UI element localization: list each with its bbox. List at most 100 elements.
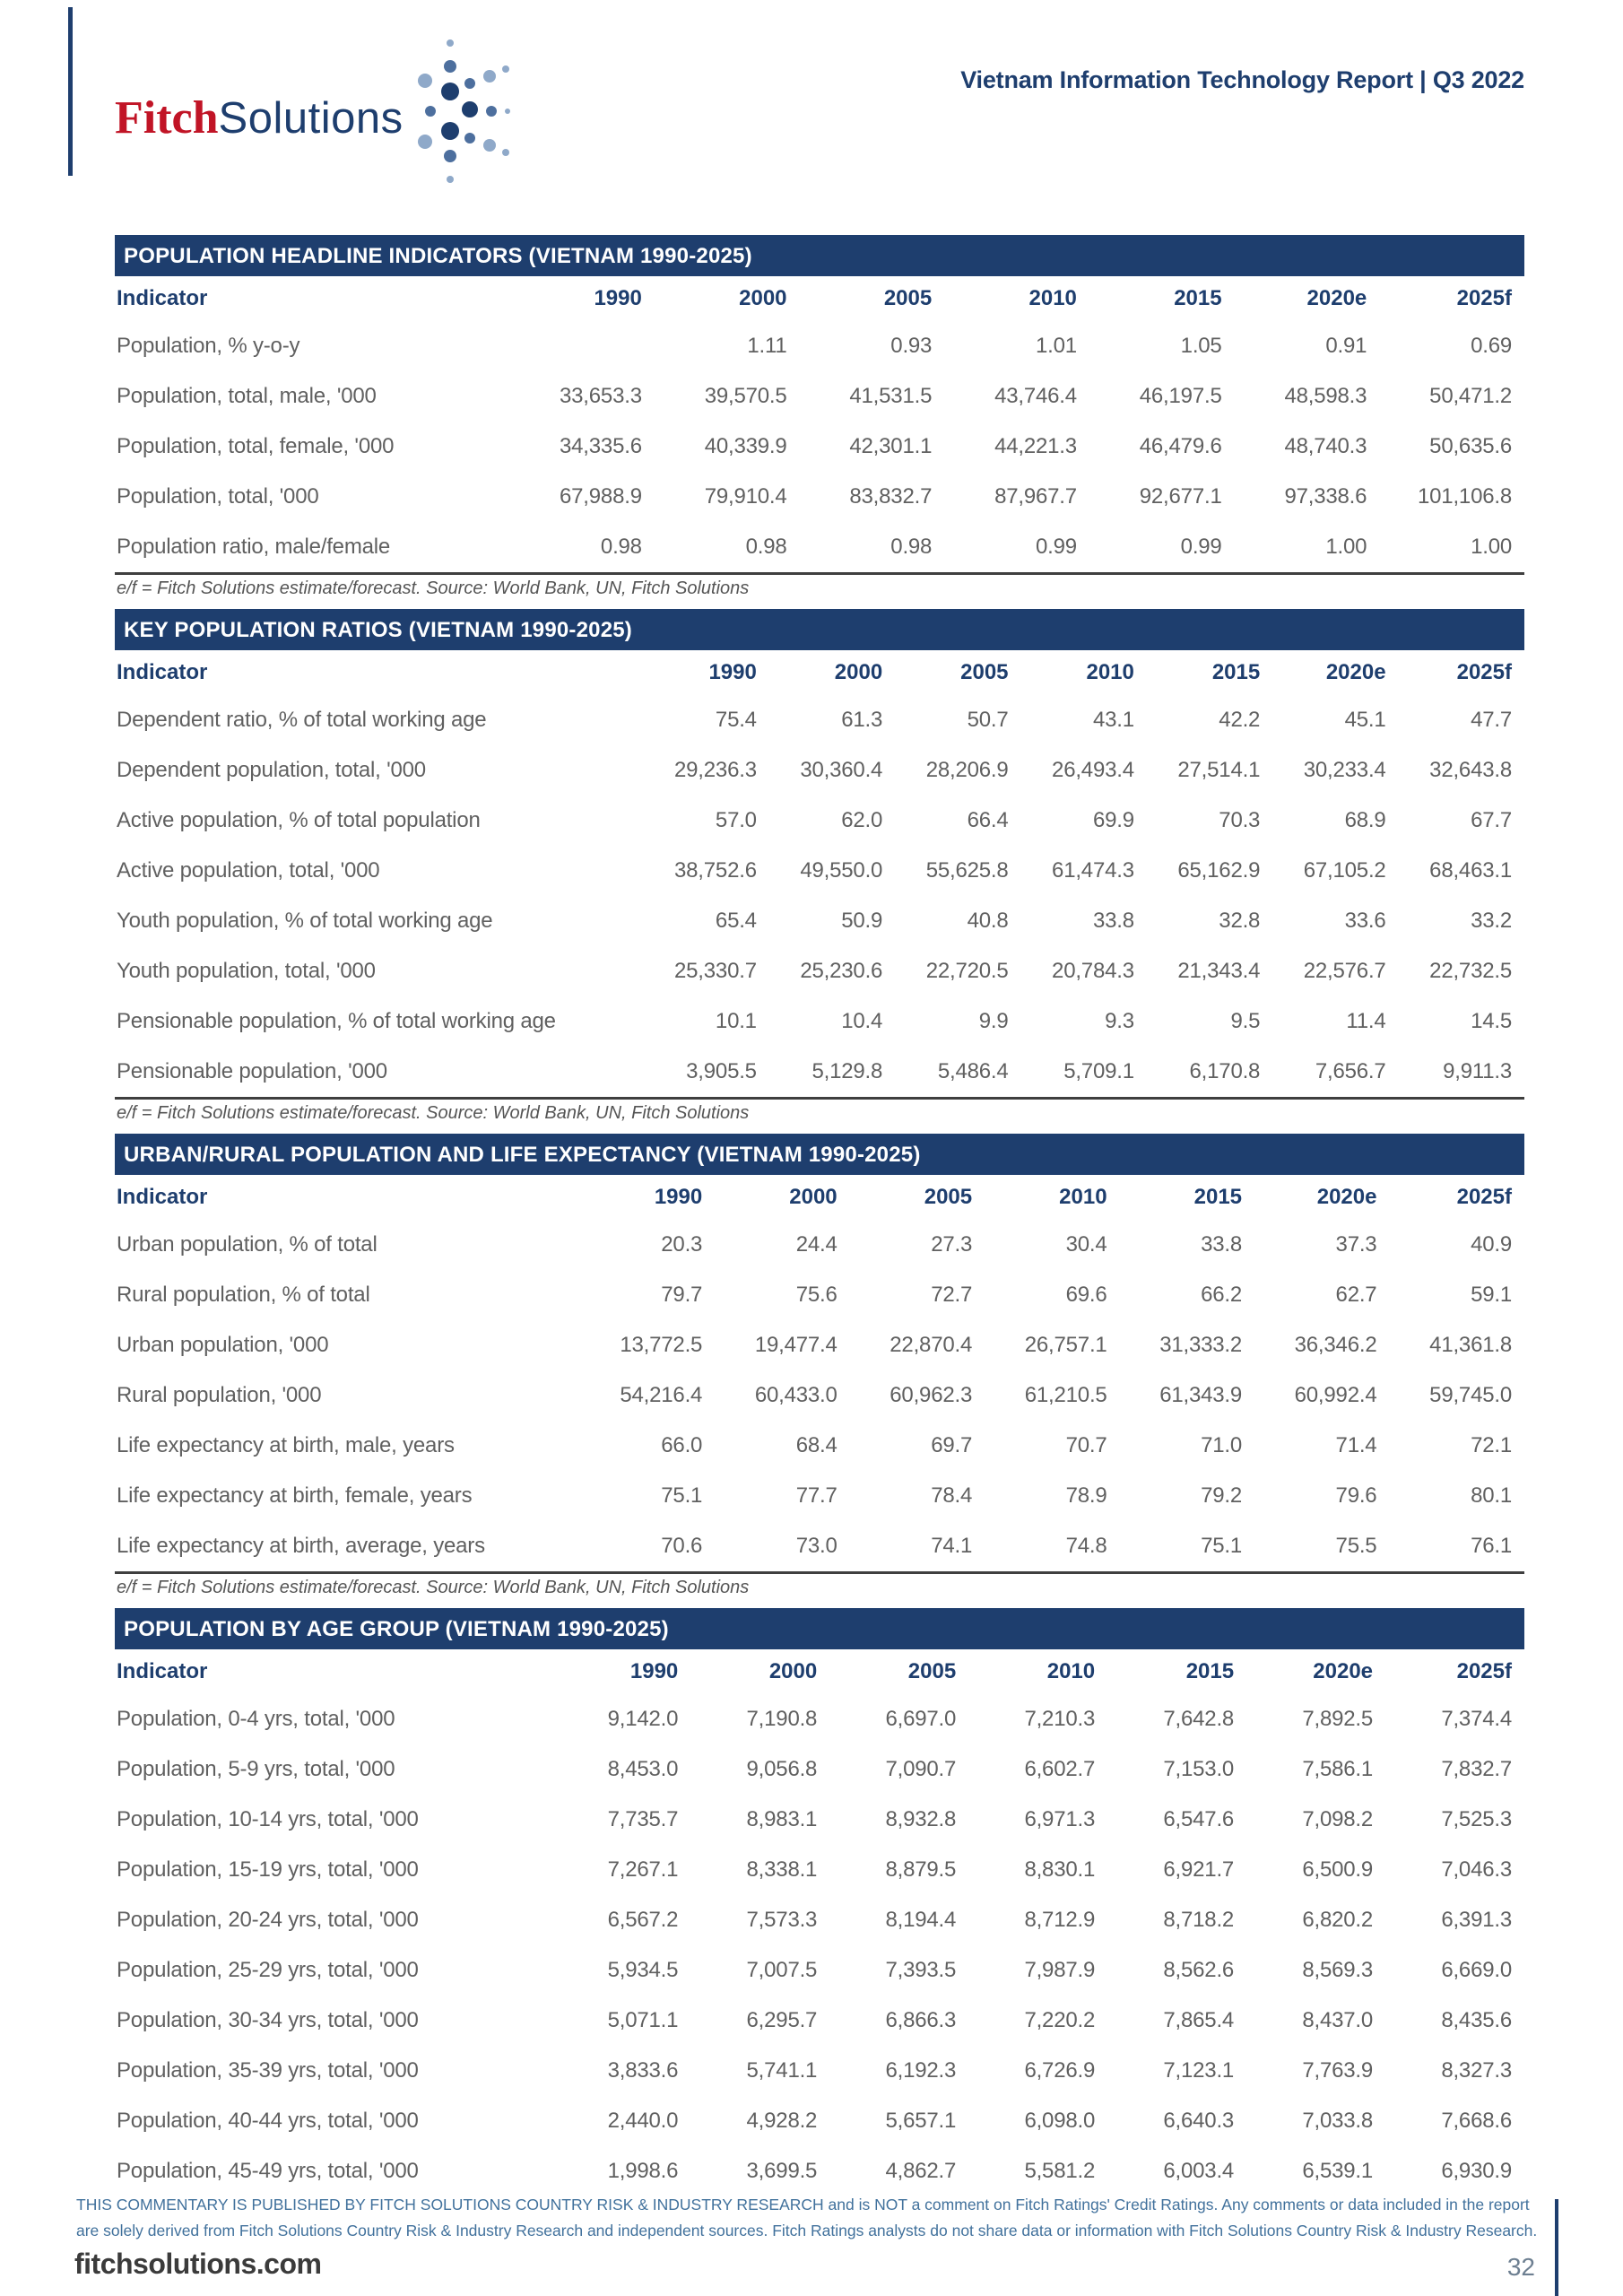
cell-value: 71.0 <box>1201 1433 1243 1457</box>
cell-value: 30,360.4 <box>800 758 883 782</box>
cell-value: 0.91 <box>1325 334 1367 358</box>
cell-value: 34,335.6 <box>560 434 642 458</box>
cell-value: 20,784.3 <box>1052 959 1134 983</box>
cell-value: 101,106.8 <box>1418 484 1512 509</box>
table-row: Active population, total, '000 38,752.6 49… <box>115 846 1524 896</box>
table-row: Population, 40-44 yrs, total, '000 2,440.… <box>115 2096 1524 2146</box>
year-column-header: 2000 <box>834 660 883 684</box>
cell-value: 8,437.0 <box>1302 2008 1374 2032</box>
cell-value: 61,210.5 <box>1024 1383 1107 1407</box>
cell-value: 6,669.0 <box>1441 1958 1512 1982</box>
fitch-solutions-logo: Fitch Solutions <box>115 39 516 192</box>
cell-value: 29,236.3 <box>674 758 757 782</box>
cell-value: 6,726.9 <box>1024 2058 1096 2083</box>
cell-value: 9,911.3 <box>1443 1059 1512 1083</box>
cell-value: 59,745.0 <box>1429 1383 1512 1407</box>
cell-value: 6,971.3 <box>1024 1807 1096 1831</box>
cell-value: 1.00 <box>1471 535 1512 559</box>
year-column-header: 2000 <box>789 1185 838 1209</box>
row-label: Urban population, % of total <box>117 1232 378 1257</box>
cell-value: 50.9 <box>841 909 883 933</box>
cell-value: 7,735.7 <box>607 1807 679 1831</box>
year-column-header: 2010 <box>1046 1659 1096 1683</box>
table-row: Dependent population, total, '000 29,236.… <box>115 745 1524 796</box>
cell-value: 32.8 <box>1219 909 1261 933</box>
cell-value: 22,720.5 <box>925 959 1009 983</box>
logo-starburst-icon <box>417 39 510 183</box>
cell-value: 0.93 <box>890 334 933 358</box>
year-column-header: 2005 <box>924 1185 973 1209</box>
year-column-header: 2000 <box>739 286 787 310</box>
cell-value: 25,330.7 <box>674 959 757 983</box>
table-row: Rural population, '000 54,216.4 60,433.0 60… <box>115 1370 1524 1421</box>
cell-value: 68.9 <box>1344 808 1386 832</box>
cell-value: 7,642.8 <box>1163 1707 1235 1731</box>
column-header-row: Indicator 1990 2000 2005 2010 2015 2020e 2025f <box>115 1649 1524 1694</box>
cell-value: 7,098.2 <box>1302 1807 1374 1831</box>
cell-value: 8,453.0 <box>607 1757 679 1781</box>
cell-value: 7,763.9 <box>1302 2058 1374 2083</box>
table-row: Rural population, % of total 79.7 75.6 72.7… <box>115 1270 1524 1320</box>
cell-value: 6,391.3 <box>1441 1908 1512 1932</box>
cell-value: 74.1 <box>931 1534 973 1558</box>
table-row: Life expectancy at birth, female, years 7… <box>115 1471 1524 1521</box>
cell-value: 97,338.6 <box>1284 484 1367 509</box>
cell-value: 79.7 <box>661 1283 703 1307</box>
row-label: Active population, % of total population <box>117 808 481 832</box>
cell-value: 92,677.1 <box>1139 484 1222 509</box>
cell-value: 31,333.2 <box>1159 1333 1243 1357</box>
cell-value: 9.5 <box>1230 1009 1261 1033</box>
table-row: Youth population, total, '000 25,330.7 25,… <box>115 946 1524 996</box>
cell-value: 13,772.5 <box>620 1333 703 1357</box>
cell-value: 50,471.2 <box>1429 384 1512 408</box>
cell-value: 10.1 <box>715 1009 757 1033</box>
cell-value: 60,992.4 <box>1294 1383 1377 1407</box>
cell-value: 25,230.6 <box>800 959 883 983</box>
cell-value: 69.6 <box>1065 1283 1107 1307</box>
year-column-header: 2005 <box>960 660 1009 684</box>
cell-value: 4,862.7 <box>885 2159 957 2183</box>
table-row: Life expectancy at birth, male, years 66.… <box>115 1421 1524 1471</box>
table-row: Population, 30-34 yrs, total, '000 5,071.… <box>115 1996 1524 2046</box>
year-column-header: 1990 <box>594 286 642 310</box>
cell-value: 0.69 <box>1471 334 1512 358</box>
cell-value: 32,643.8 <box>1429 758 1512 782</box>
row-label: Population, 20-24 yrs, total, '000 <box>117 1908 419 1932</box>
table-row: Population, 25-29 yrs, total, '000 5,934.… <box>115 1945 1524 1996</box>
cell-value: 70.7 <box>1065 1433 1107 1457</box>
cell-value: 33.2 <box>1471 909 1512 933</box>
cell-value: 6,500.9 <box>1302 1857 1374 1882</box>
table-row: Dependent ratio, % of total working age 7… <box>115 695 1524 745</box>
row-label: Pensionable population, % of total worki… <box>117 1009 556 1033</box>
cell-value: 36,346.2 <box>1294 1333 1377 1357</box>
cell-value: 83,832.7 <box>849 484 933 509</box>
year-column-header: 2005 <box>907 1659 957 1683</box>
cell-value: 7,007.5 <box>746 1958 818 1982</box>
cell-value: 79.6 <box>1335 1483 1377 1508</box>
cell-value: 8,562.6 <box>1163 1958 1235 1982</box>
cell-value: 47.7 <box>1471 708 1512 732</box>
cell-value: 33.8 <box>1201 1232 1243 1257</box>
cell-value: 69.7 <box>931 1433 973 1457</box>
cell-value: 33.6 <box>1344 909 1386 933</box>
data-table: KEY POPULATION RATIOS (VIETNAM 1990-2025… <box>115 609 1524 1126</box>
table-row: Population, 45-49 yrs, total, '000 1,998.… <box>115 2146 1524 2196</box>
row-label: Population, total, '000 <box>117 484 319 509</box>
cell-value: 75.1 <box>661 1483 703 1508</box>
cell-value: 7,190.8 <box>746 1707 818 1731</box>
header-left-rule <box>68 7 73 176</box>
table-row: Population, % y-o-y 1.11 0.93 1.01 1.05 0.91 0… <box>115 321 1524 371</box>
row-label: Pensionable population, '000 <box>117 1059 387 1083</box>
row-label: Rural population, % of total <box>117 1283 370 1307</box>
cell-value: 22,870.4 <box>890 1333 973 1357</box>
cell-value: 68,463.1 <box>1429 858 1512 883</box>
row-label: Population, 40-44 yrs, total, '000 <box>117 2109 419 2133</box>
cell-value: 7,220.2 <box>1024 2008 1096 2032</box>
cell-value: 38,752.6 <box>674 858 757 883</box>
cell-value: 7,153.0 <box>1163 1757 1235 1781</box>
row-label: Rural population, '000 <box>117 1383 322 1407</box>
website-link[interactable]: fitchsolutions.com <box>74 2248 322 2280</box>
table-title: KEY POPULATION RATIOS (VIETNAM 1990-2025… <box>115 609 1524 650</box>
year-column-header: 2015 <box>1193 1185 1243 1209</box>
